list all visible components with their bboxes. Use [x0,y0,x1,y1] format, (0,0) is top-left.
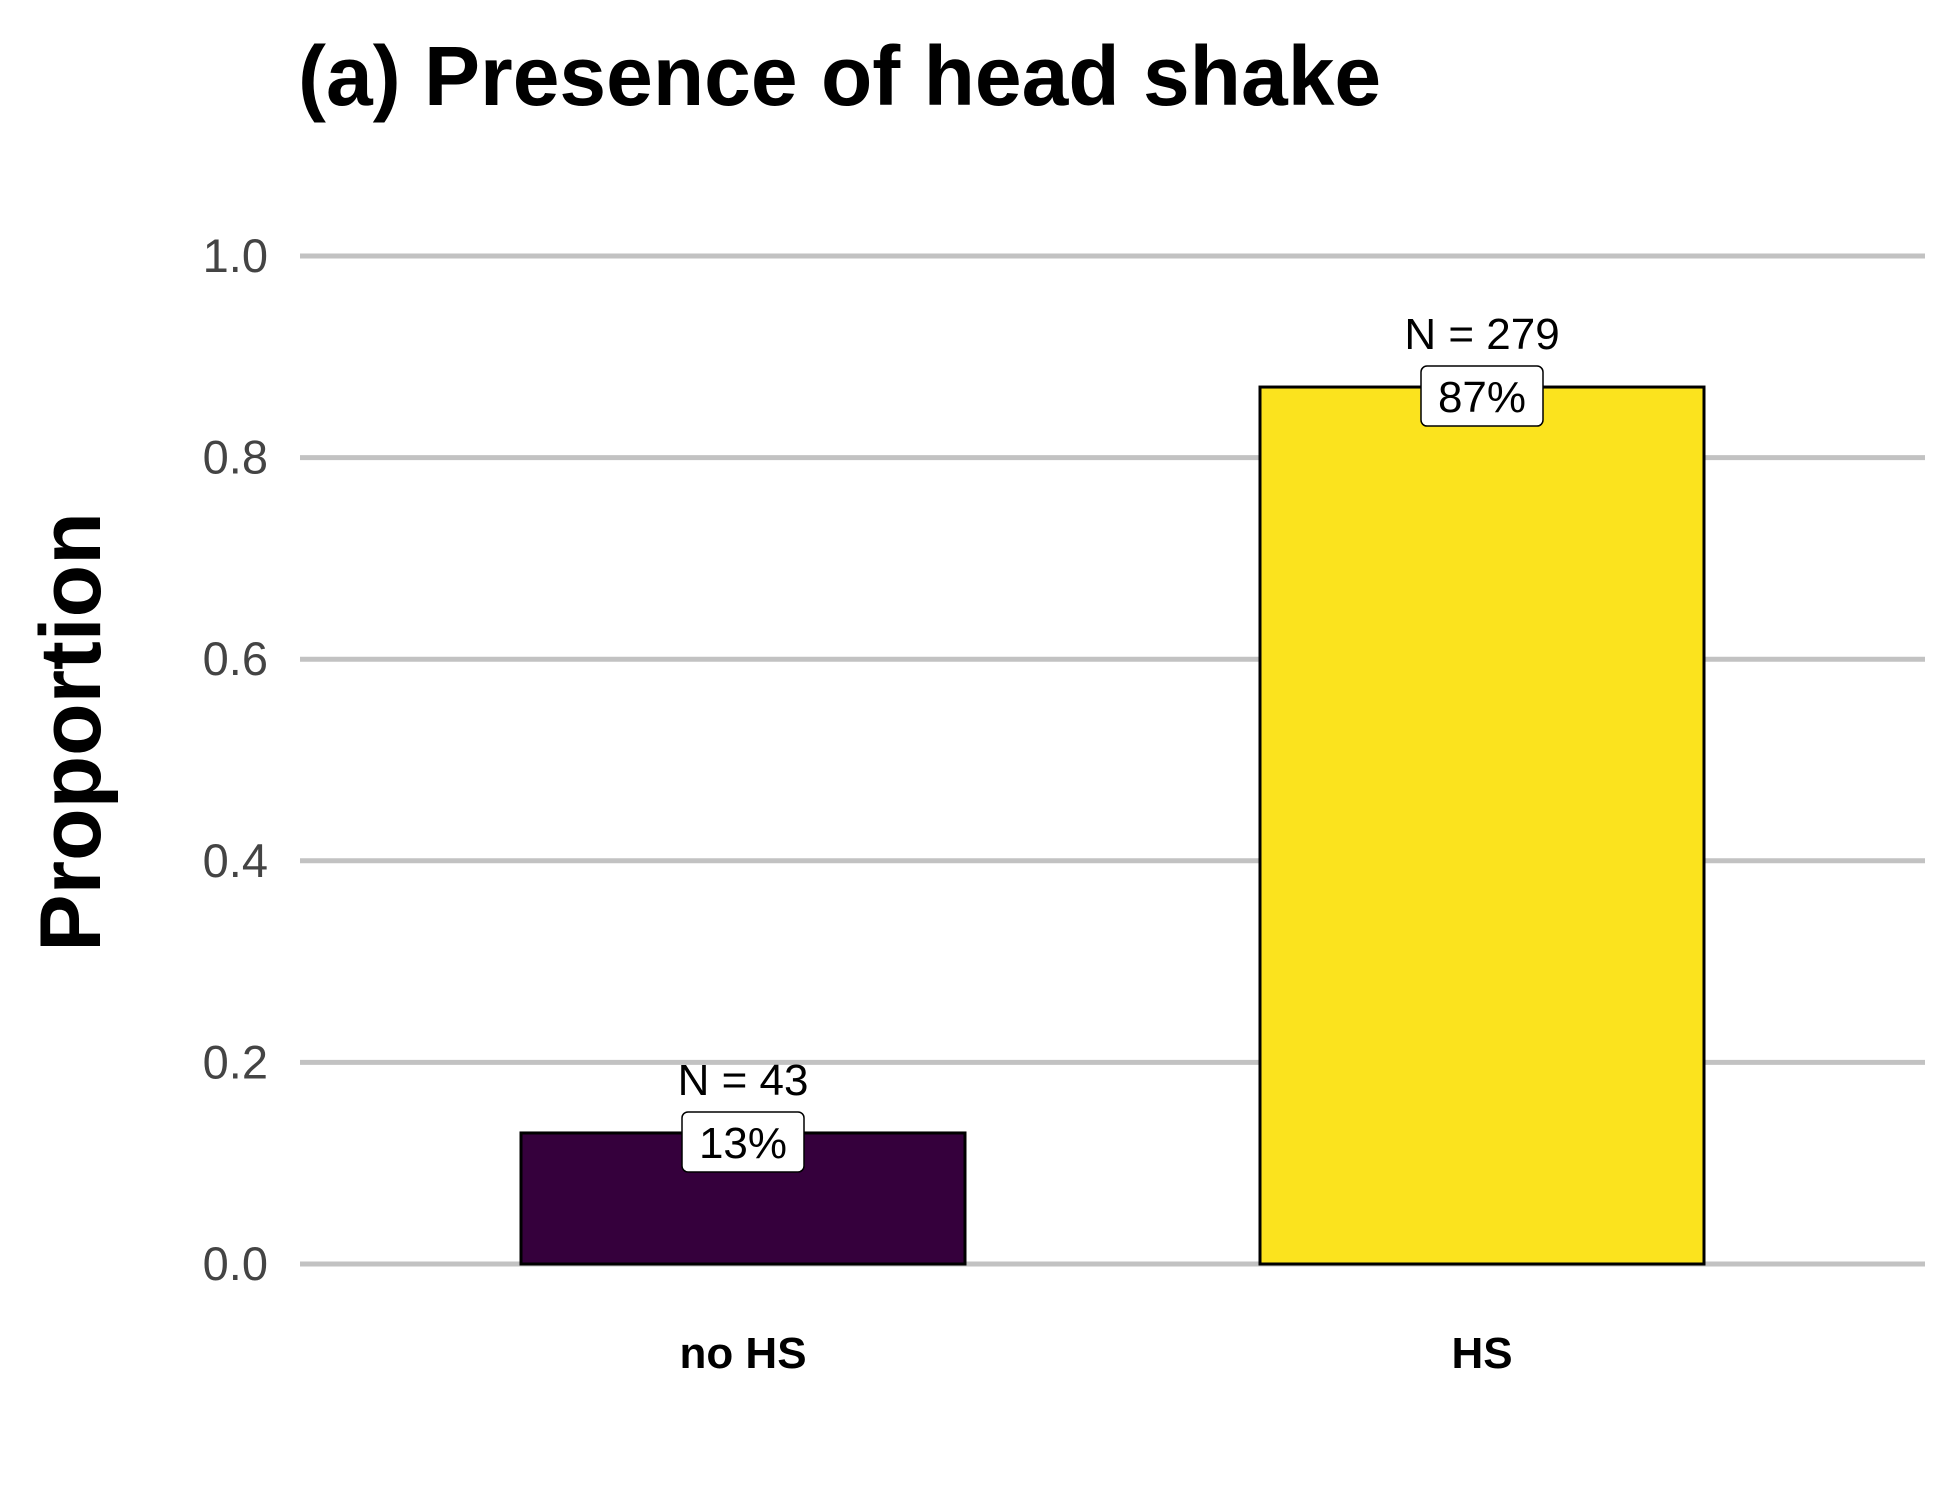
y-tick-label: 0.2 [203,1035,268,1088]
y-axis-label: Proportion [23,512,119,952]
y-tick-label: 0.8 [203,431,268,484]
y-axis-ticks: 0.0 0.2 0.4 0.6 0.8 1.0 [203,229,268,1290]
n-count-label: N = 279 [1404,310,1559,359]
bar [1258,385,1706,1266]
y-tick-label: 0.0 [203,1237,268,1290]
y-tick-label: 0.6 [203,632,268,685]
n-count-label: N = 43 [678,1056,809,1105]
y-tick-label: 0.4 [203,834,268,887]
percent-label-box [1420,365,1544,427]
bar-annotations: N = 43 13% N = 279 87% [678,310,1560,1173]
percent-label-box [681,1111,805,1173]
percent-label: 13% [699,1119,787,1168]
y-tick-label: 1.0 [203,229,268,282]
x-axis-ticks: no HS HS [679,1329,1512,1378]
chart-title: (a) Presence of head shake [298,29,1382,123]
percent-label: 87% [1438,373,1526,422]
x-category-label: no HS [679,1329,806,1378]
x-category-label: HS [1451,1329,1512,1378]
